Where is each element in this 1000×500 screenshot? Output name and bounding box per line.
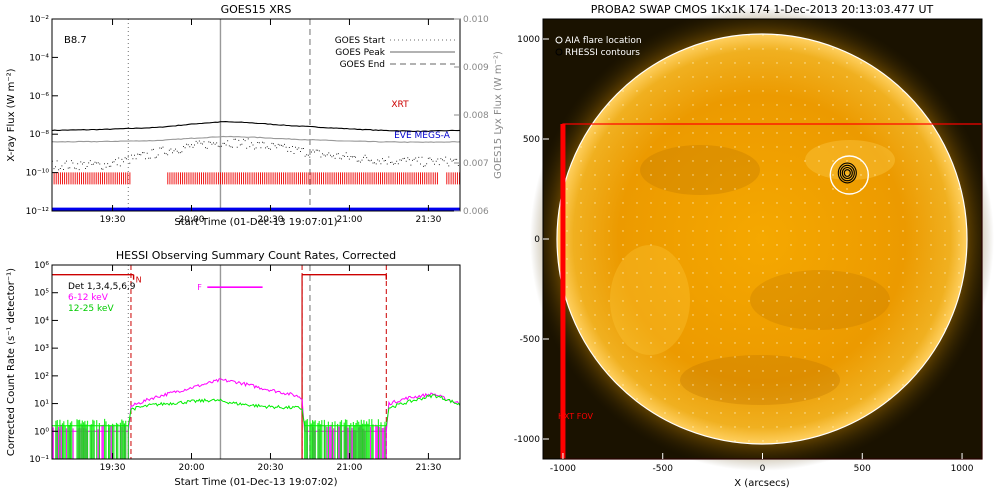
swap-y-tick-label: -500 xyxy=(520,335,541,345)
goes-y2-tick-label: 0.010 xyxy=(463,15,489,25)
sun-texture xyxy=(557,34,967,444)
goes-x-tick-label: 20:00 xyxy=(179,215,205,225)
goes-y-tick-label: 10⁻⁸ xyxy=(29,130,49,140)
series-label-eve: EVE MEGS-A xyxy=(394,131,451,141)
goes-rhessi-coverage xyxy=(52,172,131,185)
legend-aia-marker xyxy=(555,36,563,44)
swap-y-tick-label: 500 xyxy=(523,135,540,145)
swap-legend: AIA flare location RHESSI contours xyxy=(555,36,642,58)
goes-x-tick-label: 19:30 xyxy=(100,215,126,225)
swap-y-tick-label: 0 xyxy=(534,235,540,245)
goes-series-lyx xyxy=(52,135,460,143)
hessi-axes: 19:30 20:00 20:30 21:00 21:30 10⁶ 10⁵ 10⁴ 10³ 10²… xyxy=(29,261,441,473)
hessi-xlabel: Start Time (01-Dec-13 19:07:02) xyxy=(174,477,337,488)
swap-x-tick-label: -1000 xyxy=(550,464,576,474)
goes-x-tick-label: 21:00 xyxy=(336,215,362,225)
hessi-detectors-label: Det 1,3,4,5,6,9 xyxy=(68,282,136,292)
series-label-xrt: XRT xyxy=(391,100,409,110)
swap-x-tick-label: 500 xyxy=(854,464,871,474)
rhessi-contour xyxy=(841,166,853,180)
goes-xlabel: Start Time (01-Dec-13 19:07:01) xyxy=(174,217,337,228)
swap-x-tick-label: 0 xyxy=(760,464,766,474)
goes-plot-area xyxy=(52,19,460,211)
swap-sun-image xyxy=(530,7,994,471)
hessi-y-tick-label: 10⁶ xyxy=(34,261,49,271)
hessi-title: HESSI Observing Summary Count Rates, Cor… xyxy=(116,249,396,262)
goes-class-label: B8.7 xyxy=(64,35,87,46)
goes-y2-tick-label: 0.008 xyxy=(463,111,489,121)
hessi-y-tick-label: 10³ xyxy=(34,344,49,354)
goes-rhessi-coverage xyxy=(167,172,438,185)
swap-x-tick-label: -500 xyxy=(653,464,674,474)
goes-y2-tick-label: 0.009 xyxy=(463,63,489,73)
hessi-ylabel: Corrected Count Rate (s⁻¹ detector⁻¹) xyxy=(6,268,17,456)
swap-x-tick-label: 1000 xyxy=(951,464,974,474)
goes-y-tick-label: 10⁻¹² xyxy=(26,207,50,217)
legend-rhessi-contours: RHESSI contours xyxy=(565,48,640,58)
hessi-series-12-25-bars xyxy=(55,418,386,459)
goes-axes: 19:30 20:00 20:30 21:00 21:30 10⁻² 10⁻⁴ 10⁻⁶ 10⁻… xyxy=(26,15,489,225)
goes-y2label: GOES15 Lyx Flux (W m⁻²) xyxy=(493,51,504,179)
goes-y-tick-label: 10⁻² xyxy=(29,15,49,25)
hessi-frame xyxy=(51,264,461,460)
goes-xrs-panel: GOES15 XRS 19:30 20:00 20:30 21:00 21:30 10⁻²… xyxy=(6,3,504,228)
swap-axes: -1000 -500 0 500 1000 1000 500 0 -500 -1000 xyxy=(514,35,974,474)
rhessi-contour xyxy=(839,164,855,182)
legend-12-25-kev: 12-25 keV xyxy=(68,304,114,314)
goes-y-tick-label: 10⁻⁶ xyxy=(29,92,49,102)
swap-y-tick-label: 1000 xyxy=(517,35,540,45)
goes-y-tick-label: 10⁻¹⁰ xyxy=(26,169,50,179)
goes-x-tick-label: 20:30 xyxy=(258,215,284,225)
goes-title: GOES15 XRS xyxy=(221,3,292,16)
hessi-n-label: N xyxy=(136,276,142,285)
hessi-x-tick-label: 19:30 xyxy=(100,463,126,473)
hessi-x-tick-label: 21:30 xyxy=(415,463,441,473)
goes-y2-tick-label: 0.007 xyxy=(463,159,489,169)
hessi-y-tick-label: 10¹ xyxy=(34,400,49,410)
hessi-panel: HESSI Observing Summary Count Rates, Cor… xyxy=(6,249,461,488)
hessi-plot-area: NF xyxy=(52,265,460,459)
legend-aia-flare-location: AIA flare location xyxy=(565,36,642,46)
goes-y-tick-label: 10⁻⁴ xyxy=(29,53,49,63)
swap-y-tick-label: -1000 xyxy=(514,435,540,445)
goes-legend: GOES Start GOES Peak GOES End xyxy=(335,36,455,70)
limb-circle xyxy=(556,33,968,445)
hessi-x-tick-label: 21:00 xyxy=(336,463,362,473)
legend-6-12-kev: 6-12 keV xyxy=(68,293,109,303)
legend-rhessi-marker xyxy=(555,48,563,56)
hessi-x-tick-label: 20:30 xyxy=(258,463,284,473)
hessi-f-label: F xyxy=(197,283,202,292)
swap-xlabel: X (arcsecs) xyxy=(734,478,790,489)
goes-y2-tick-label: 0.006 xyxy=(463,207,489,217)
rhessi-contour xyxy=(843,169,851,177)
aia-flare-location-circle xyxy=(829,155,870,195)
hessi-x-tick-label: 20:00 xyxy=(179,463,205,473)
hxt-fov-label: HXT FOV xyxy=(558,412,594,421)
hessi-y-tick-label: 10⁻¹ xyxy=(29,455,49,465)
hessi-y-tick-label: 10⁰ xyxy=(34,427,49,437)
legend-goes-peak: GOES Peak xyxy=(335,48,385,58)
goes-series-xrt xyxy=(52,121,460,133)
hessi-series-12-25-kev xyxy=(52,394,460,427)
hessi-y-tick-label: 10⁵ xyxy=(34,289,49,299)
hessi-series-6-12-bars xyxy=(52,424,387,459)
legend-goes-start: GOES Start xyxy=(335,36,386,46)
hessi-y-tick-label: 10² xyxy=(34,372,49,382)
goes-x-tick-label: 21:30 xyxy=(415,215,441,225)
goes-rhessi-coverage xyxy=(446,172,460,185)
swap-image-panel: PROBA2 SWAP CMOS 1Kx1K 174 1-Dec-2013 20… xyxy=(514,3,994,489)
legend-goes-end: GOES End xyxy=(340,60,385,70)
rhessi-contour xyxy=(837,162,857,184)
goes-ylabel: X-ray Flux (W m⁻²) xyxy=(6,68,17,161)
goes-series-eve xyxy=(52,138,460,171)
hessi-y-tick-label: 10⁴ xyxy=(34,316,49,326)
